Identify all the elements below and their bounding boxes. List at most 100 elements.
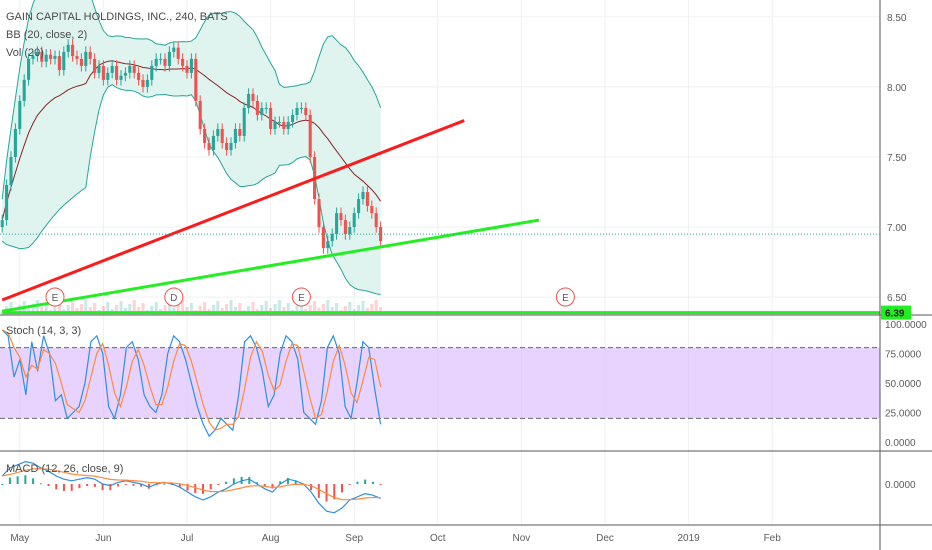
candle-body xyxy=(49,54,53,59)
volume-bar xyxy=(282,307,286,314)
macd-histogram-bar xyxy=(379,484,382,485)
time-tick-label: May xyxy=(10,533,29,544)
volume-bar xyxy=(273,304,277,314)
macd-histogram-bar xyxy=(364,479,367,484)
event-marker[interactable] xyxy=(291,287,311,307)
macd-histogram-bar xyxy=(271,484,274,489)
candle-body xyxy=(211,135,215,150)
price-candles xyxy=(0,39,383,254)
candle-body xyxy=(282,121,286,129)
candle-body xyxy=(264,107,268,109)
macd-histogram-bar xyxy=(217,484,220,485)
candle-body xyxy=(247,93,251,108)
candle-body xyxy=(326,241,330,249)
volume-bar xyxy=(286,303,290,314)
candle-body xyxy=(348,227,352,235)
vol-legend[interactable]: Vol (20) xyxy=(6,47,44,59)
volume-bar xyxy=(181,300,185,314)
macd-legend[interactable]: MACD (12, 26, close, 9) xyxy=(6,463,123,475)
candle-body xyxy=(5,185,9,221)
event-marker[interactable] xyxy=(555,287,575,307)
trendline[interactable] xyxy=(1,218,540,313)
volume-bar xyxy=(229,300,233,314)
macd-histogram-bar xyxy=(16,476,19,484)
macd-histogram-bar xyxy=(201,484,204,494)
macd-signal-line xyxy=(2,468,381,501)
candle-body xyxy=(365,192,369,207)
volume-bar xyxy=(57,302,61,314)
candle-body xyxy=(291,114,295,122)
macd-histogram-bar xyxy=(1,484,4,485)
candle-body xyxy=(185,65,189,73)
symbol-legend[interactable]: GAIN CAPITAL HOLDINGS, INC., 240, BATS xyxy=(6,11,228,23)
bb-fill xyxy=(2,0,381,295)
candle-body xyxy=(128,65,132,73)
volume-bar xyxy=(141,303,145,314)
volume-bar xyxy=(189,303,193,314)
candle-body xyxy=(137,72,141,80)
candle-body xyxy=(53,56,57,59)
candle-body xyxy=(132,65,136,73)
time-tick-label: Jun xyxy=(95,533,111,544)
candle-body xyxy=(361,192,365,200)
candle-body xyxy=(62,51,66,71)
bb-legend[interactable]: BB (20, close, 2) xyxy=(6,29,87,41)
time-tick-label: Oct xyxy=(430,533,446,544)
event-marker[interactable] xyxy=(45,287,65,307)
volume-bar xyxy=(93,303,97,314)
macd-histogram-bar xyxy=(70,484,73,491)
trendline[interactable] xyxy=(1,119,465,302)
volume-bar xyxy=(264,301,268,314)
macd-histogram-bar xyxy=(24,475,27,484)
macd-histogram-bar xyxy=(62,484,65,491)
macd-histogram-bar xyxy=(47,484,50,486)
time-tick-label: Feb xyxy=(764,533,782,544)
candle-body xyxy=(123,72,127,76)
candle-body xyxy=(71,44,75,57)
volume-bar xyxy=(335,303,339,314)
candle-body xyxy=(150,65,154,80)
volume-bar xyxy=(128,304,132,314)
macd-histogram-bar xyxy=(225,481,228,484)
stochastic-pane xyxy=(0,329,880,438)
candle-body xyxy=(35,51,39,57)
volume-bar xyxy=(176,304,180,314)
volume-bar xyxy=(277,300,281,314)
trendlines[interactable] xyxy=(1,119,880,315)
macd-histogram-bar xyxy=(340,484,343,493)
candle-body xyxy=(255,100,259,115)
price-tick-label: 6.50 xyxy=(887,293,907,304)
stoch-tick-label: 100.0000 xyxy=(885,320,927,331)
volume-bar xyxy=(365,308,369,314)
macd-histogram-bar xyxy=(117,484,120,487)
candle-body xyxy=(79,58,83,66)
candle-body xyxy=(317,199,321,228)
macd-tick-label: 0.0000 xyxy=(885,480,916,491)
volume-bar xyxy=(53,306,57,314)
macd-histogram-bar xyxy=(248,477,251,484)
macd-histogram-bar xyxy=(8,477,11,484)
stoch-legend[interactable]: Stoch (14, 3, 3) xyxy=(6,325,81,337)
price-tick-label: 8.50 xyxy=(887,13,907,24)
volume-bar xyxy=(251,302,255,314)
time-tick-label: Jul xyxy=(181,533,194,544)
volume-bar xyxy=(343,306,347,314)
macd-histogram-bar xyxy=(286,477,289,484)
stoch-tick-label: 75.0000 xyxy=(885,350,922,361)
macd-histogram-bar xyxy=(325,484,328,502)
volume-bar xyxy=(75,308,79,314)
time-tick-label: 2019 xyxy=(677,533,700,544)
candle-body xyxy=(339,213,343,221)
candle-body xyxy=(343,220,347,235)
candle-body xyxy=(379,227,383,242)
volume-bar xyxy=(119,301,123,314)
event-marker[interactable] xyxy=(164,287,184,307)
candle-body xyxy=(295,107,299,115)
volume-bar xyxy=(317,308,321,314)
volume-bar xyxy=(379,307,383,314)
candle-body xyxy=(93,58,97,73)
event-marker-label: E xyxy=(562,293,569,304)
candle-body xyxy=(238,128,242,136)
